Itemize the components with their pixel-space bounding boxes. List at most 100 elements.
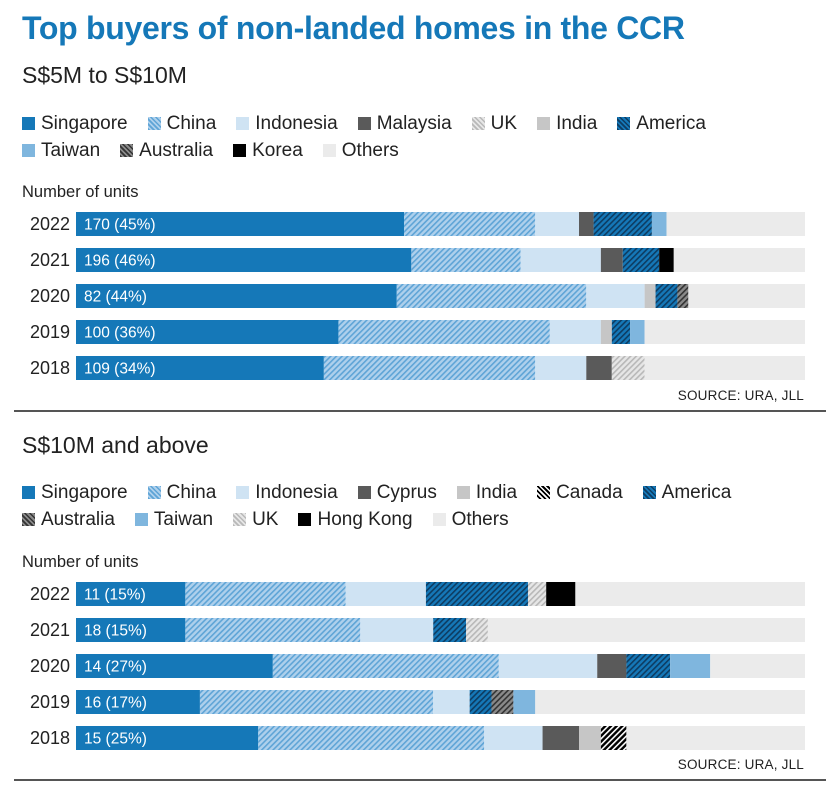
bar-segment-uk <box>611 356 645 380</box>
bar-row-2020: 2020 14 (27%) <box>30 654 805 678</box>
legend-item-canada: Canada <box>537 479 623 506</box>
legend-item-india: India <box>537 110 597 137</box>
bar-segment-malaysia <box>586 356 612 380</box>
bar-segment-india <box>579 726 601 750</box>
year-label: 2021 <box>30 620 70 640</box>
data-label: 170 (45%) <box>84 217 156 234</box>
legend-row: Australia Taiwan UK Hong Kong Others <box>22 506 822 533</box>
legend-label-india: India <box>475 482 518 503</box>
year-label: 2021 <box>30 250 70 270</box>
legend-swatch-america <box>617 117 631 130</box>
bar-segment-australia <box>677 284 689 308</box>
bar-segment-taiwan <box>670 654 711 678</box>
legend-label-indonesia: Indonesia <box>255 482 338 503</box>
bar-segment-singapore <box>76 212 405 236</box>
legend-item-america: America <box>642 479 731 506</box>
bar-segment-taiwan <box>630 320 645 344</box>
bar-segment-america <box>626 654 671 678</box>
legend-swatch-indonesia <box>236 486 250 499</box>
bar-segment-uk <box>466 618 488 642</box>
year-label: 2018 <box>30 358 70 378</box>
bar-row-2019: 2019 100 (36%) <box>30 320 805 344</box>
bar-segment-america <box>425 582 528 606</box>
legend-item-china: China <box>147 479 217 506</box>
bar-row-2021: 2021 196 (46%) <box>30 248 805 272</box>
year-label: 2022 <box>30 584 70 604</box>
legend-label-others: Others <box>451 509 509 530</box>
bar-segment-singapore <box>76 284 397 308</box>
legend-label-taiwan: Taiwan <box>153 509 214 530</box>
legend-item-uk: UK <box>233 506 278 533</box>
legend-item-australia: Australia <box>120 137 213 164</box>
data-label: 14 (27%) <box>84 659 147 676</box>
bar-segment-others <box>644 320 805 344</box>
bar-segment-singapore <box>76 320 339 344</box>
legend-label-others: Others <box>341 140 399 161</box>
bar-segment-indonesia <box>586 284 645 308</box>
panel-1-subtitle: S$5M to S$10M <box>22 62 187 88</box>
bar-segment-america <box>622 248 660 272</box>
legend-label-singapore: Singapore <box>41 113 128 134</box>
legend-swatch-taiwan <box>22 144 35 157</box>
legend-item-others: Others <box>322 137 399 164</box>
bar-segment-india <box>600 320 612 344</box>
bar-segment-others <box>710 654 805 678</box>
bar-segment-uk <box>527 582 547 606</box>
legend-label-canada: Canada <box>556 482 623 503</box>
legend-label-hong-kong: Hong Kong <box>317 509 413 530</box>
bar-row-2021: 2021 18 (15%) <box>30 618 805 642</box>
legend-label-uk: UK <box>490 113 518 134</box>
bar-segment-china <box>185 582 346 606</box>
panel-2-subtitle: S$10M and above <box>22 432 209 458</box>
data-label: 82 (44%) <box>84 289 147 306</box>
bar-segment-taiwan <box>513 690 536 714</box>
bar-segment-singapore <box>76 654 273 678</box>
bar-segment-indonesia <box>535 212 580 236</box>
legend-swatch-others <box>322 144 336 157</box>
chart-title: Top buyers of non-landed homes in the CC… <box>22 10 685 46</box>
bar-segment-america <box>469 690 492 714</box>
bar-segment-indonesia <box>484 726 543 750</box>
bar-segment-china <box>411 248 521 272</box>
bottom-divider <box>14 779 826 781</box>
bar-segment-singapore <box>76 356 324 380</box>
legend-swatch-hong-kong <box>298 513 312 526</box>
data-label: 16 (17%) <box>84 695 147 712</box>
legend-label-china: China <box>166 482 217 503</box>
legend-swatch-singapore <box>22 486 35 499</box>
data-label: 100 (36%) <box>84 325 156 342</box>
legend-label-india: India <box>556 113 598 134</box>
legend-label-america: America <box>636 113 706 134</box>
legend-swatch-india <box>537 117 551 130</box>
panel-1-source: SOURCE: URA, JLL <box>677 388 804 403</box>
bar-segment-america <box>611 320 631 344</box>
panel-2-legend: Singapore China Indonesia Cyprus India Canada… <box>22 479 822 533</box>
bar-segment-korea <box>659 248 674 272</box>
panel-1-units-label: Number of units <box>22 183 139 201</box>
bar-segment-others <box>575 582 805 606</box>
bar-row-2022: 2022 170 (45%) <box>30 212 805 236</box>
legend-item-indonesia: Indonesia <box>236 110 338 137</box>
legend-label-singapore: Singapore <box>41 482 128 503</box>
bar-row-2022: 2022 11 (15%) <box>30 582 805 606</box>
legend-row: Taiwan Australia Korea Others <box>22 137 822 164</box>
legend-item-hong-kong: Hong Kong <box>298 506 413 533</box>
legend-item-taiwan: Taiwan <box>134 506 214 533</box>
panel-2-units-label: Number of units <box>22 553 139 571</box>
legend-row: Singapore China Indonesia Malaysia UK India Am… <box>22 110 822 137</box>
panel-1-legend: Singapore China Indonesia Malaysia UK India Am… <box>22 110 822 164</box>
legend-label-uk: UK <box>252 509 279 530</box>
data-label: 109 (34%) <box>84 361 156 378</box>
legend-swatch-taiwan <box>134 513 148 526</box>
legend-swatch-uk <box>233 513 247 526</box>
bar-segment-malaysia <box>600 248 623 272</box>
bar-segment-singapore <box>76 618 186 642</box>
legend-swatch-china <box>147 486 161 499</box>
bar-segment-singapore <box>76 690 200 714</box>
bar-segment-america <box>433 618 467 642</box>
bar-segment-china <box>272 654 499 678</box>
legend-swatch-others <box>432 513 446 526</box>
legend-item-india: India <box>456 479 518 506</box>
year-label: 2019 <box>30 692 70 712</box>
legend-item-others: Others <box>432 506 509 533</box>
